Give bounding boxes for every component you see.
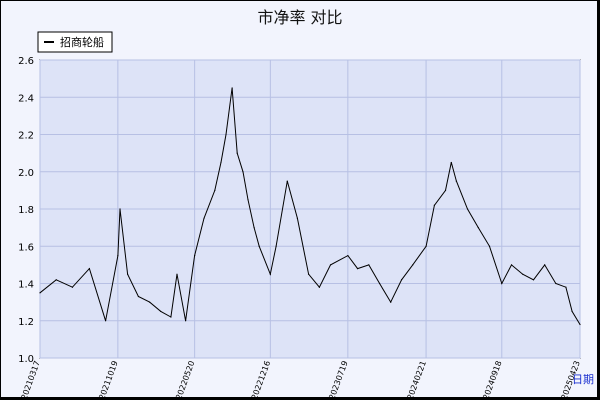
x-tick-label: 20230719: [327, 360, 349, 400]
data-point: [579, 323, 581, 326]
y-axis: 1.0 1.2 1.4 1.6 1.8 2.0 2.2 2.4 2.6: [18, 56, 34, 365]
x-tick-label: 20220520: [174, 360, 196, 400]
data-point: [170, 316, 172, 318]
data-point: [307, 273, 310, 275]
x-axis-label: 日期: [572, 373, 594, 386]
data-point: [194, 254, 196, 257]
data-point: [390, 301, 392, 303]
data-point: [160, 310, 162, 313]
data-point: [126, 273, 129, 275]
data-point: [565, 286, 567, 288]
data-point: [258, 245, 260, 247]
data-point: [450, 161, 452, 164]
data-point: [444, 189, 447, 191]
data-point: [400, 279, 403, 281]
data-point: [137, 295, 140, 298]
x-tick-label: 20240221: [406, 360, 428, 400]
y-tick-label: 1.4: [18, 280, 34, 291]
x-tick-label: 20221216: [250, 360, 272, 400]
data-point: [247, 199, 249, 201]
y-tick-label: 1.8: [18, 205, 34, 216]
data-point: [203, 217, 205, 219]
data-point: [488, 245, 491, 247]
y-tick-label: 2.6: [18, 56, 34, 67]
data-point: [466, 208, 469, 210]
x-tick-label: 20210317: [19, 360, 41, 400]
data-point: [286, 180, 288, 182]
data-point: [455, 180, 457, 182]
data-point: [412, 264, 414, 266]
legend-box: [37, 31, 113, 53]
data-point: [231, 87, 233, 89]
data-point: [378, 282, 381, 285]
data-point: [88, 268, 90, 270]
data-point: [148, 301, 151, 303]
chart-title: 市净率 对比: [257, 8, 343, 27]
data-point: [242, 171, 244, 173]
data-point: [269, 273, 271, 275]
data-point: [318, 286, 320, 288]
y-tick-label: 1.2: [18, 317, 34, 328]
data-point: [356, 268, 359, 270]
grid-lines: [39, 59, 581, 359]
y-tick-label: 2.4: [18, 93, 34, 104]
data-point: [275, 245, 277, 247]
data-point: [510, 264, 513, 266]
y-tick-label: 1.6: [18, 242, 34, 253]
data-point: [368, 264, 370, 266]
y-tick-label: 2.2: [18, 131, 34, 142]
data-point: [176, 273, 178, 275]
data-point: [71, 286, 74, 288]
data-point: [119, 208, 121, 210]
data-point: [55, 279, 57, 281]
x-tick-label: 20240918: [481, 360, 503, 400]
data-point: [236, 152, 238, 154]
legend: 招商轮船: [37, 31, 113, 53]
x-tick-label: 20211019: [97, 360, 119, 400]
series-line-0: [39, 87, 581, 325]
data-point: [296, 217, 298, 219]
data-point: [571, 310, 573, 313]
data-point: [522, 273, 524, 275]
data-point: [544, 264, 546, 266]
data-point: [555, 282, 557, 285]
series-group: [39, 87, 581, 326]
data-point: [117, 254, 119, 257]
data-point: [253, 227, 255, 229]
data-point: [214, 189, 216, 191]
data-point: [185, 320, 187, 322]
data-point: [225, 133, 227, 136]
y-tick-label: 1.0: [18, 354, 34, 365]
data-point: [433, 204, 435, 206]
y-tick-label: 2.0: [18, 168, 34, 179]
data-point: [425, 245, 427, 247]
x-axis: 20210317 20211019 20220520 20221216 20230719…: [19, 360, 581, 400]
legend-label: 招商轮船: [60, 35, 104, 49]
data-point: [532, 279, 535, 281]
data-point: [220, 161, 222, 164]
data-point: [477, 227, 479, 229]
data-point: [105, 320, 107, 322]
data-point: [347, 254, 349, 257]
data-point: [501, 282, 503, 285]
data-point: [329, 264, 332, 266]
data-point: [39, 292, 41, 294]
